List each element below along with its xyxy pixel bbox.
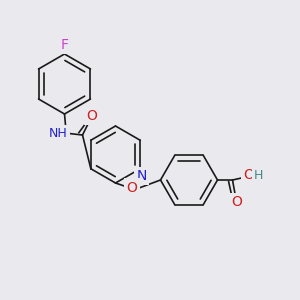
Text: O: O xyxy=(86,109,97,122)
Text: O: O xyxy=(232,196,242,209)
Text: F: F xyxy=(61,38,68,52)
Text: N: N xyxy=(136,169,147,183)
Text: NH: NH xyxy=(49,127,68,140)
Text: O: O xyxy=(127,181,137,194)
Text: O: O xyxy=(244,168,254,182)
Text: H: H xyxy=(254,169,263,182)
